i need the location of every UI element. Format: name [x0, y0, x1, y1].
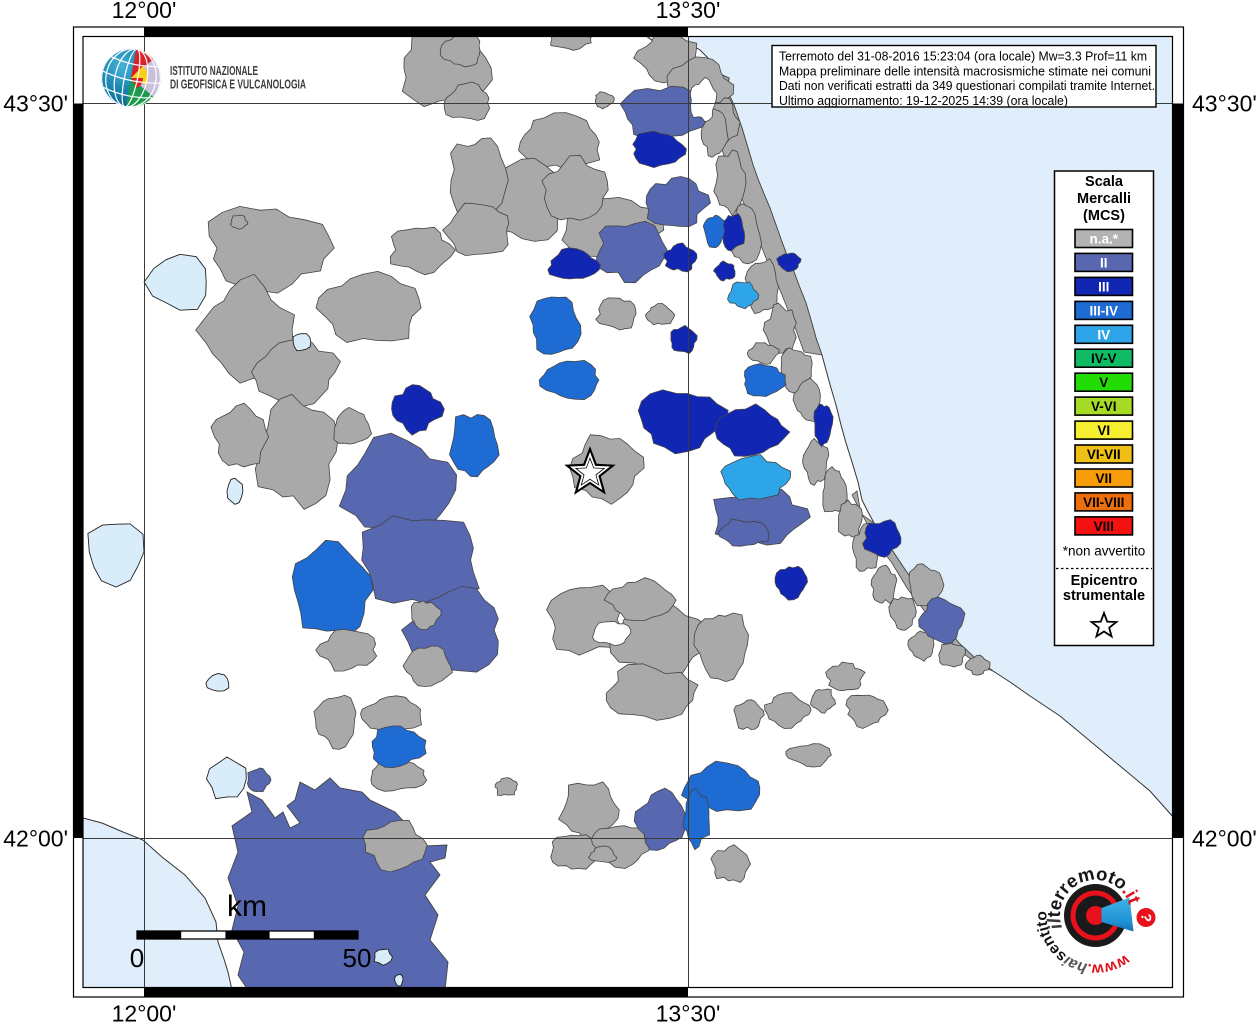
- svg-text:VI-VII: VI-VII: [1087, 447, 1121, 462]
- svg-text:*non avvertito: *non avvertito: [1063, 544, 1146, 559]
- svg-text:strumentale: strumentale: [1063, 588, 1145, 604]
- svg-text:III: III: [1098, 279, 1109, 294]
- svg-text:50: 50: [343, 943, 372, 973]
- svg-text:(MCS): (MCS): [1083, 208, 1125, 224]
- svg-text:43°30': 43°30': [3, 91, 68, 117]
- svg-text:III-IV: III-IV: [1090, 303, 1119, 318]
- svg-text:VII: VII: [1096, 471, 1113, 486]
- svg-text:?: ?: [1138, 913, 1155, 923]
- svg-text:ISTITUTO NAZIONALE: ISTITUTO NAZIONALE: [170, 63, 258, 78]
- svg-text:43°30': 43°30': [1192, 91, 1256, 117]
- svg-text:Mappa preliminare delle intens: Mappa preliminare delle intensità macros…: [779, 64, 1151, 78]
- svg-text:0: 0: [130, 943, 144, 973]
- svg-text:km: km: [227, 890, 267, 923]
- svg-text:Scala: Scala: [1085, 174, 1124, 190]
- svg-text:12°00': 12°00': [112, 1001, 177, 1025]
- svg-text:Epicentro: Epicentro: [1071, 573, 1138, 589]
- svg-text:13°30': 13°30': [656, 0, 721, 23]
- svg-text:42°00': 42°00': [1192, 826, 1256, 852]
- svg-text:V-VI: V-VI: [1091, 399, 1117, 414]
- svg-text:12°00': 12°00': [112, 0, 177, 23]
- svg-text:V: V: [1099, 375, 1108, 390]
- svg-text:VI: VI: [1097, 423, 1110, 438]
- svg-text:II: II: [1100, 255, 1108, 270]
- svg-text:Dati non verificati estratti d: Dati non verificati estratti da 349 ques…: [779, 79, 1155, 93]
- svg-text:Terremoto del 31-08-2016 15:23: Terremoto del 31-08-2016 15:23:04 (ora l…: [779, 50, 1147, 64]
- svg-text:42°00': 42°00': [3, 826, 68, 852]
- svg-text:VII-VIII: VII-VIII: [1083, 495, 1124, 510]
- svg-text:DI GEOFISICA E VULCANOLOGIA: DI GEOFISICA E VULCANOLOGIA: [170, 77, 306, 92]
- svg-text:13°30': 13°30': [656, 1001, 721, 1025]
- svg-text:IV-V: IV-V: [1091, 351, 1117, 366]
- svg-text:IV: IV: [1097, 327, 1110, 342]
- svg-text:Mercalli: Mercalli: [1077, 191, 1131, 207]
- svg-text:VIII: VIII: [1094, 519, 1114, 534]
- svg-text:n.a.*: n.a.*: [1090, 232, 1119, 247]
- svg-text:Ultimo aggiornamento: 19-12-20: Ultimo aggiornamento: 19-12-2025 14:39 (…: [779, 94, 1068, 108]
